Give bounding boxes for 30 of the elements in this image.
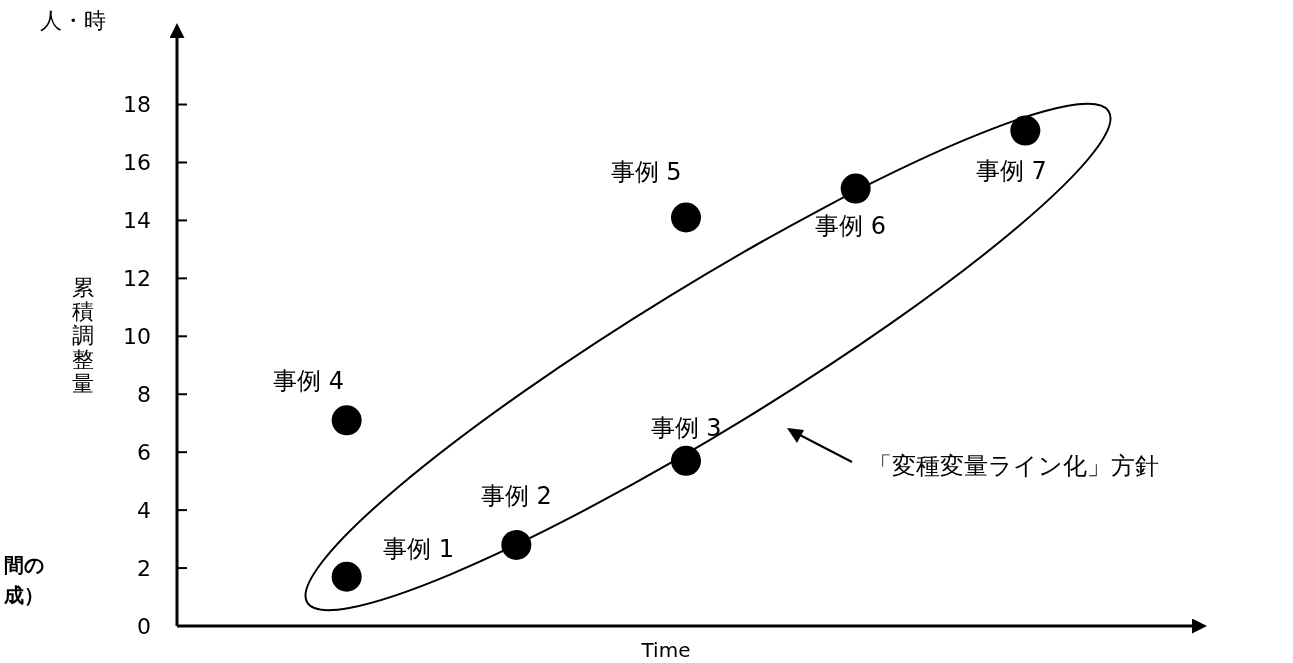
series-label: 事例 4 [273, 367, 345, 396]
series-label: 事例 7 [975, 156, 1047, 185]
y-tick-label: 16 [123, 149, 151, 175]
point [840, 173, 871, 204]
y-tick-label: 10 [123, 323, 151, 349]
series-label: 事例 5 [610, 157, 682, 186]
y-tick-label: 0 [137, 613, 151, 639]
y-tick-label: 12 [123, 265, 151, 291]
y-tick-label: 4 [137, 497, 151, 523]
y-axis-title: 累積調整量 [72, 275, 94, 396]
y-tick-label: 8 [137, 381, 151, 407]
series-label: 事例 6 [815, 211, 887, 240]
series-label: 事例 2 [480, 481, 552, 510]
point [331, 405, 362, 436]
annotation: 「変種変量ライン化」方針 [868, 452, 1159, 480]
point [671, 445, 701, 476]
point [671, 202, 701, 233]
y-tick-label: 6 [137, 439, 151, 465]
y-tick-label: 18 [123, 92, 151, 118]
y-tick-label: 14 [123, 207, 151, 233]
text: 人・時 [40, 7, 106, 33]
x-axis-title: Time [640, 638, 691, 662]
point [331, 561, 362, 592]
y-tick-label: 2 [137, 555, 151, 581]
text: 間の [4, 553, 44, 577]
point [501, 529, 532, 560]
point [1010, 115, 1041, 146]
series-label: 事例 1 [383, 534, 455, 563]
text: 成） [3, 583, 44, 607]
series-label: 事例 3 [650, 413, 722, 442]
